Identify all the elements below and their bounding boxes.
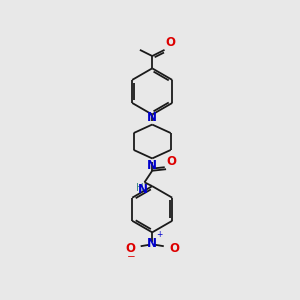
Text: O: O (169, 242, 179, 255)
Text: H: H (136, 183, 144, 193)
Text: O: O (125, 242, 135, 255)
Text: −: − (127, 252, 135, 262)
Text: N: N (147, 159, 157, 172)
Text: +: + (156, 230, 162, 239)
Text: N: N (147, 237, 157, 250)
Text: N: N (138, 183, 148, 196)
Text: O: O (167, 155, 177, 168)
Text: N: N (147, 111, 157, 124)
Text: O: O (165, 36, 175, 49)
